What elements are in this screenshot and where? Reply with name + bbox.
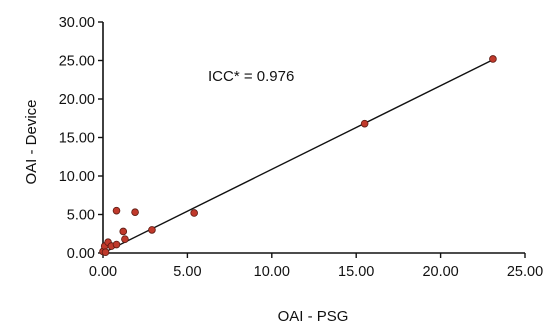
data-point [101, 248, 110, 257]
y-tick-label: 20.00 [59, 92, 95, 108]
x-tick-label: 20.00 [422, 264, 458, 280]
data-point [360, 119, 369, 128]
x-tick-label: 15.00 [338, 264, 374, 280]
x-tick-label: 0.00 [89, 264, 117, 280]
plot-area [102, 22, 525, 254]
x-tick-label: 10.00 [254, 264, 290, 280]
x-tick-label: 25.00 [507, 264, 543, 280]
data-point [489, 55, 497, 63]
data-points [99, 55, 497, 257]
x-axis-title: OAI - PSG [278, 308, 349, 325]
data-point [121, 235, 129, 243]
regression-line [102, 59, 494, 254]
icc-annotation: ICC* = 0.976 [208, 68, 294, 85]
y-tick-label: 5.00 [67, 208, 95, 224]
y-tick-label: 10.00 [59, 169, 95, 185]
y-tick-label: 15.00 [59, 131, 95, 147]
data-point [112, 240, 121, 249]
data-point [112, 206, 121, 215]
y-axis-ticks: 0.00 5.00 10.00 15.00 20.00 25.00 30.00 [59, 15, 103, 262]
data-point [148, 226, 156, 234]
y-tick-label: 30.00 [59, 15, 95, 31]
data-point [131, 208, 139, 216]
y-tick-label: 25.00 [59, 54, 95, 70]
data-point [190, 209, 198, 217]
x-axis-ticks: 0.00 5.00 10.00 15.00 20.00 25.00 [89, 253, 543, 280]
x-tick-label: 5.00 [173, 264, 201, 280]
y-tick-label: 0.00 [67, 246, 95, 262]
y-axis-title: OAI - Device [23, 99, 40, 184]
data-point [119, 227, 128, 236]
